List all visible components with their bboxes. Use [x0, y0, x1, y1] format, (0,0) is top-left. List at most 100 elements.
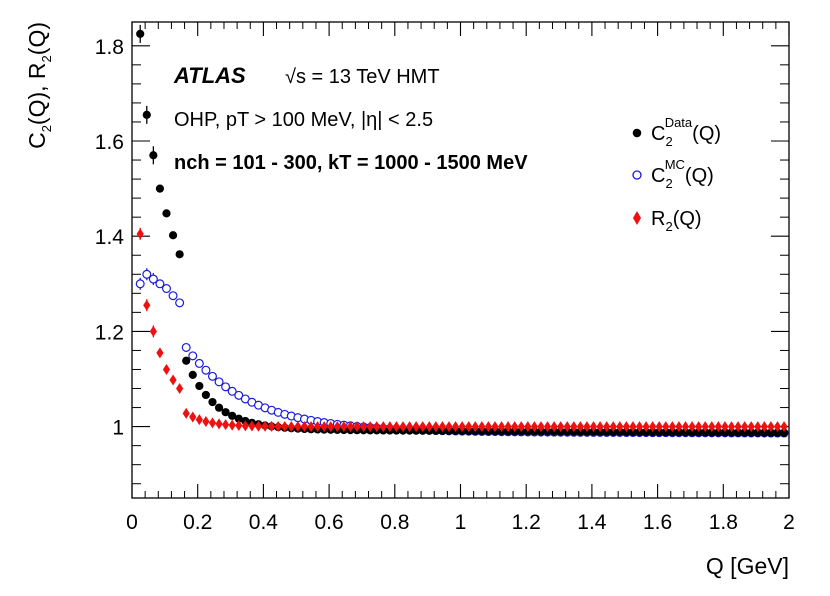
r2q-point	[228, 419, 236, 431]
r2q-point	[215, 418, 223, 430]
c2dataq-point	[655, 428, 664, 437]
legend-marker-r2	[633, 211, 641, 225]
c2dataq-point	[201, 390, 211, 400]
r2q-point	[741, 421, 749, 433]
r2q-point	[701, 421, 709, 433]
c2dataq-point	[714, 428, 723, 437]
c2dataq-point	[681, 428, 690, 437]
c2mcq-point	[155, 279, 165, 289]
c2dataq-point	[720, 428, 730, 437]
r2q-point	[622, 421, 630, 433]
r2q-point	[537, 421, 545, 433]
c2mcq-point	[188, 351, 198, 361]
multiplicity-label: nch = 101 - 300, kT = 1000 - 1500 MeV	[174, 152, 528, 174]
r2q-point	[517, 421, 525, 433]
x-tick-label: 0.8	[380, 511, 409, 534]
r2q-point	[162, 363, 171, 375]
c2dataq-point	[668, 428, 677, 437]
r2q-point	[695, 421, 703, 433]
x-tick-label: 1.6	[643, 511, 672, 534]
r2q-point	[373, 421, 381, 433]
r2q-point	[392, 421, 401, 433]
y-axis-title: C2(Q), R2(Q)	[24, 22, 54, 149]
r2q-point	[504, 421, 512, 433]
r2q-point	[314, 421, 322, 433]
r2q-point	[405, 421, 414, 433]
r2q-point	[353, 421, 361, 433]
c2mcq-point	[168, 291, 178, 301]
c2mcq-point	[161, 284, 171, 294]
r2q-point	[386, 421, 394, 433]
c2dataq-point	[168, 231, 178, 240]
c2dataq-point	[707, 428, 716, 437]
c2dataq-point	[142, 110, 151, 119]
r2q-point	[655, 421, 663, 433]
r2q-point	[760, 421, 768, 433]
x-tick-label: 1	[455, 511, 467, 534]
r2q-point	[235, 420, 243, 432]
r2q-point	[136, 228, 144, 240]
r2q-point	[543, 421, 552, 433]
r2q-point	[688, 421, 696, 433]
x-tick-label: 1.8	[709, 511, 738, 534]
r2q-point	[767, 421, 775, 433]
c2dataq-point	[195, 381, 204, 391]
r2q-point	[208, 417, 217, 429]
atlas-label: ATLAS	[173, 63, 246, 88]
axis-tick-labels: 0 0.2 0.4 0.6 0.8 1 1.2 1.4 1.6 1.8 2 1 1.2 1.4 1.6 1.8	[95, 36, 795, 534]
c2mcq-point	[175, 298, 185, 308]
r2q-point	[241, 420, 249, 432]
c2mcq-point	[181, 342, 191, 352]
y-tick-label: 1.6	[95, 131, 124, 154]
r2q-point	[583, 421, 591, 433]
r2q-point	[425, 421, 433, 433]
r2q-point	[419, 421, 427, 433]
r2q-point	[589, 421, 598, 433]
c2mcq-point	[234, 390, 244, 400]
c2mcq-point	[148, 274, 158, 284]
c2mcq-point	[142, 269, 152, 279]
r2q-point	[734, 421, 742, 433]
r2q-point	[484, 421, 493, 433]
r2q-point	[649, 421, 657, 433]
c2dataq-point	[687, 428, 697, 437]
r2q-point	[320, 421, 328, 433]
c2mcq-point	[207, 371, 217, 381]
r2q-point	[530, 421, 539, 433]
c2dataq-point	[155, 184, 165, 193]
y-tick-label: 1.2	[95, 321, 124, 344]
r2q-point	[412, 421, 420, 433]
c2mcq-point	[135, 279, 145, 289]
x-tick-label: 2	[783, 511, 795, 534]
r2q-point	[497, 421, 506, 433]
c2dataq-point	[188, 370, 197, 379]
r2q-point	[248, 420, 256, 432]
r2q-point	[721, 421, 729, 433]
c2mcq-point	[194, 358, 204, 368]
r2q-point	[609, 421, 617, 433]
c2dataq-point	[136, 29, 145, 38]
c2dataq-point	[753, 428, 762, 437]
r2q-point	[143, 299, 151, 311]
c2dataq-point	[162, 209, 171, 218]
r2q-point	[668, 421, 676, 433]
r2q-point	[169, 374, 177, 386]
r2q-point	[149, 325, 157, 337]
r2q-point	[675, 421, 683, 433]
r2q-point	[596, 421, 604, 433]
legend: C2Data(Q) C2MC(Q) R2(Q)	[632, 115, 721, 234]
y-tick-label: 1.8	[95, 36, 124, 59]
r2q-point	[287, 421, 295, 433]
r2q-point	[629, 421, 637, 433]
r2q-point	[222, 419, 230, 431]
r2q-point	[635, 421, 644, 433]
c2dataq-point	[733, 428, 743, 437]
r2q-point	[708, 421, 716, 433]
x-tick-label: 0.2	[183, 511, 212, 534]
r2q-point	[340, 421, 348, 433]
r2q-point	[432, 421, 440, 433]
r2q-point	[511, 421, 519, 433]
r2q-point	[333, 421, 341, 433]
selection-label: OHP, pT > 100 MeV, |η| < 2.5	[174, 109, 433, 131]
